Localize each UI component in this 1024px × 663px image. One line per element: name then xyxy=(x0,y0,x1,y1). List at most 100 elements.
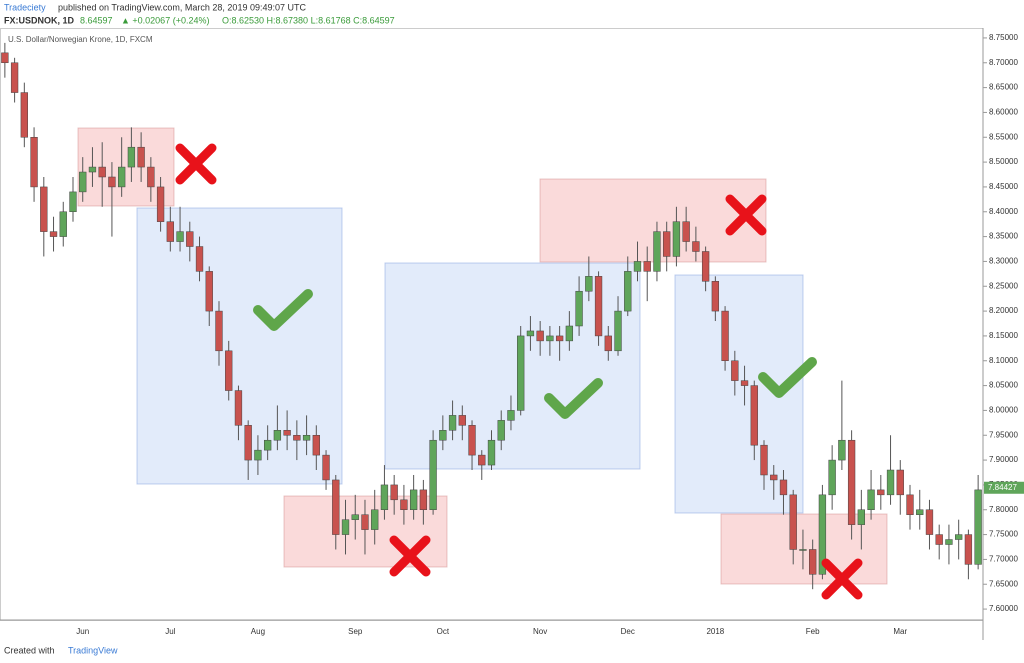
y-tick-label: 7.60000 xyxy=(989,604,1018,613)
y-tick-label: 7.80000 xyxy=(989,505,1018,514)
candle-body xyxy=(478,454,486,466)
blue-zone xyxy=(136,207,343,485)
cross xyxy=(821,558,863,600)
candles xyxy=(1,42,982,590)
candle-body xyxy=(916,509,924,515)
candle-body xyxy=(565,325,574,342)
candle-body xyxy=(614,310,622,352)
candle-body xyxy=(604,335,612,352)
candle-body xyxy=(760,444,768,476)
author[interactable]: Tradeciety xyxy=(4,2,46,12)
candle-body xyxy=(98,166,106,178)
x-tick-label: Oct xyxy=(437,627,450,636)
candle-body xyxy=(439,430,447,441)
cross xyxy=(175,143,217,185)
y-tick-label: 8.75000 xyxy=(989,33,1018,42)
check xyxy=(253,289,313,331)
candle-body xyxy=(507,410,515,421)
cross xyxy=(725,194,767,236)
markers xyxy=(175,143,863,600)
candle-body xyxy=(205,271,213,312)
candle-body xyxy=(896,469,904,496)
y-tick-label: 8.10000 xyxy=(989,356,1018,365)
x-tick-label: Sep xyxy=(348,627,363,636)
candle-body xyxy=(273,430,282,441)
candle-body xyxy=(799,549,807,551)
candle-body xyxy=(244,425,252,461)
candle-body xyxy=(711,281,720,312)
candle-body xyxy=(555,335,564,342)
candle-body xyxy=(351,514,359,520)
y-tick-label: 8.20000 xyxy=(989,306,1018,315)
candle-body xyxy=(88,166,97,173)
x-tick-label: Feb xyxy=(806,627,820,636)
candle-body xyxy=(322,454,330,481)
x-tick-label: Jul xyxy=(165,627,175,636)
y-tick-label: 8.60000 xyxy=(989,108,1018,117)
candle-body xyxy=(448,415,457,431)
candle-body xyxy=(390,484,398,501)
candle-body xyxy=(40,186,48,232)
last-price-label: 7.84427 xyxy=(988,483,1017,492)
check xyxy=(758,357,817,398)
candle-body xyxy=(156,186,165,222)
candle-body xyxy=(59,211,67,237)
x-tick-label: Dec xyxy=(621,627,635,636)
candle-body xyxy=(195,246,204,272)
candle-body xyxy=(945,539,953,545)
candle-body xyxy=(263,439,272,451)
candle-body xyxy=(10,62,19,93)
candle-body xyxy=(176,231,184,242)
candle-body xyxy=(79,171,87,193)
candle-body xyxy=(925,509,934,535)
candle-body xyxy=(225,350,233,391)
candle-body xyxy=(380,484,389,510)
y-tick-label: 8.70000 xyxy=(989,58,1018,67)
candle-body xyxy=(779,479,788,496)
x-tick-label: Nov xyxy=(533,627,547,636)
candle-body xyxy=(234,390,243,426)
candle-body xyxy=(20,92,28,138)
candle-body xyxy=(517,335,525,411)
footer-brand[interactable]: TradingView xyxy=(68,645,118,655)
candle-body xyxy=(594,276,603,337)
candle-body xyxy=(400,499,408,510)
candle-body xyxy=(283,430,291,436)
candle-body xyxy=(108,176,116,188)
candle-body xyxy=(137,146,145,168)
published: published on TradingView.com, March 28, … xyxy=(58,2,306,12)
candle-body xyxy=(1,52,9,64)
candle-body xyxy=(663,231,671,257)
x-tick-label: Aug xyxy=(251,627,265,636)
y-tick-label: 8.05000 xyxy=(989,381,1018,390)
candle-body xyxy=(682,221,690,242)
candle-body xyxy=(750,385,758,446)
y-tick-label: 7.65000 xyxy=(989,579,1018,588)
last-price-tag xyxy=(984,481,1024,494)
candle-body xyxy=(526,330,535,337)
candle-body xyxy=(877,489,885,496)
candle-body xyxy=(293,434,301,441)
candle-body xyxy=(302,434,311,441)
y-tick-label: 7.95000 xyxy=(989,430,1018,439)
candle-body xyxy=(468,425,476,456)
candle-body xyxy=(127,146,136,168)
y-tick-label: 8.45000 xyxy=(989,182,1018,191)
candle-body xyxy=(701,251,710,282)
last: 8.64597 xyxy=(80,15,113,25)
candle-body xyxy=(789,494,797,550)
candle-body xyxy=(740,380,749,386)
y-tick-label: 8.65000 xyxy=(989,83,1018,92)
candle-body xyxy=(186,231,194,247)
y-tick-label: 8.55000 xyxy=(989,132,1018,141)
y-tick-label: 8.40000 xyxy=(989,207,1018,216)
candle-body xyxy=(935,534,943,545)
candle-body xyxy=(409,489,418,510)
candle-body xyxy=(838,439,846,461)
candle-body xyxy=(867,489,875,510)
candle-body xyxy=(731,360,739,381)
symbol: FX:USDNOK, 1D xyxy=(4,15,75,25)
candle-body xyxy=(974,489,982,565)
footer-created: Created with xyxy=(4,645,55,655)
